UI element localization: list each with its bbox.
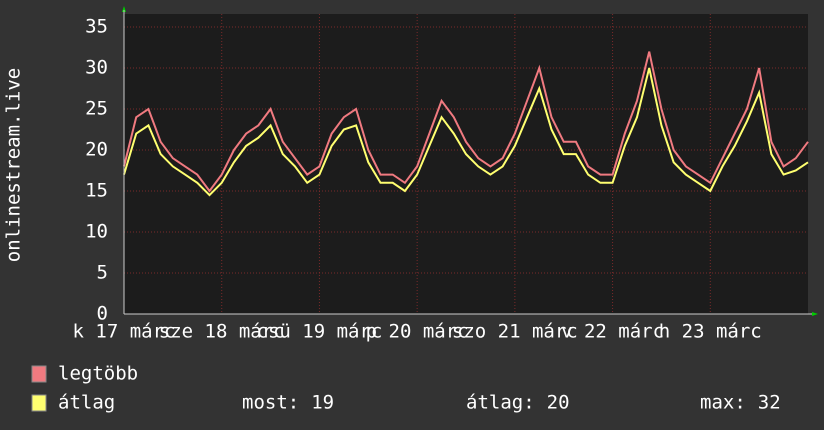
legend-label: legtöbb (58, 363, 138, 385)
y-tick-label: 10 (85, 221, 108, 243)
legend-stat-value: 19 (311, 392, 334, 414)
legend-label: átlag (58, 392, 115, 414)
y-tick-label: 20 (85, 139, 108, 161)
legend-swatch (31, 394, 47, 412)
x-tick-label: p 20 márc (366, 321, 469, 343)
y-tick-label: 35 (85, 16, 108, 38)
legend-stat-value: 32 (758, 392, 781, 414)
y-tick-label: 15 (85, 180, 108, 202)
x-tick-label: csü 19 márc (257, 321, 383, 343)
y-tick-label: 30 (85, 57, 108, 79)
y-tick-label: 0 (97, 303, 108, 325)
x-tick-label: h 23 márc (659, 321, 762, 343)
legend-stat-value: 20 (547, 392, 570, 414)
legend-swatch (31, 365, 47, 383)
axis-arrow (122, 6, 126, 12)
legend-stat-label: most: (242, 392, 299, 414)
legend-stat-label: max: (700, 392, 746, 414)
x-tick-label: v 22 márc (561, 321, 664, 343)
y-tick-label: 25 (85, 98, 108, 120)
x-tick-label: szo 21 márc (452, 321, 578, 343)
plot-area (124, 14, 808, 314)
x-tick-label: sze 18 márc (159, 321, 285, 343)
axis-arrow (812, 312, 818, 316)
series-line (123, 51, 809, 193)
series-line (123, 67, 809, 197)
x-tick-label: k 17 márc (73, 321, 176, 343)
legend-stat-label: átlag: (466, 392, 535, 414)
y-axis-label: onlinestream.live (3, 68, 25, 262)
y-tick-label: 5 (97, 262, 108, 284)
